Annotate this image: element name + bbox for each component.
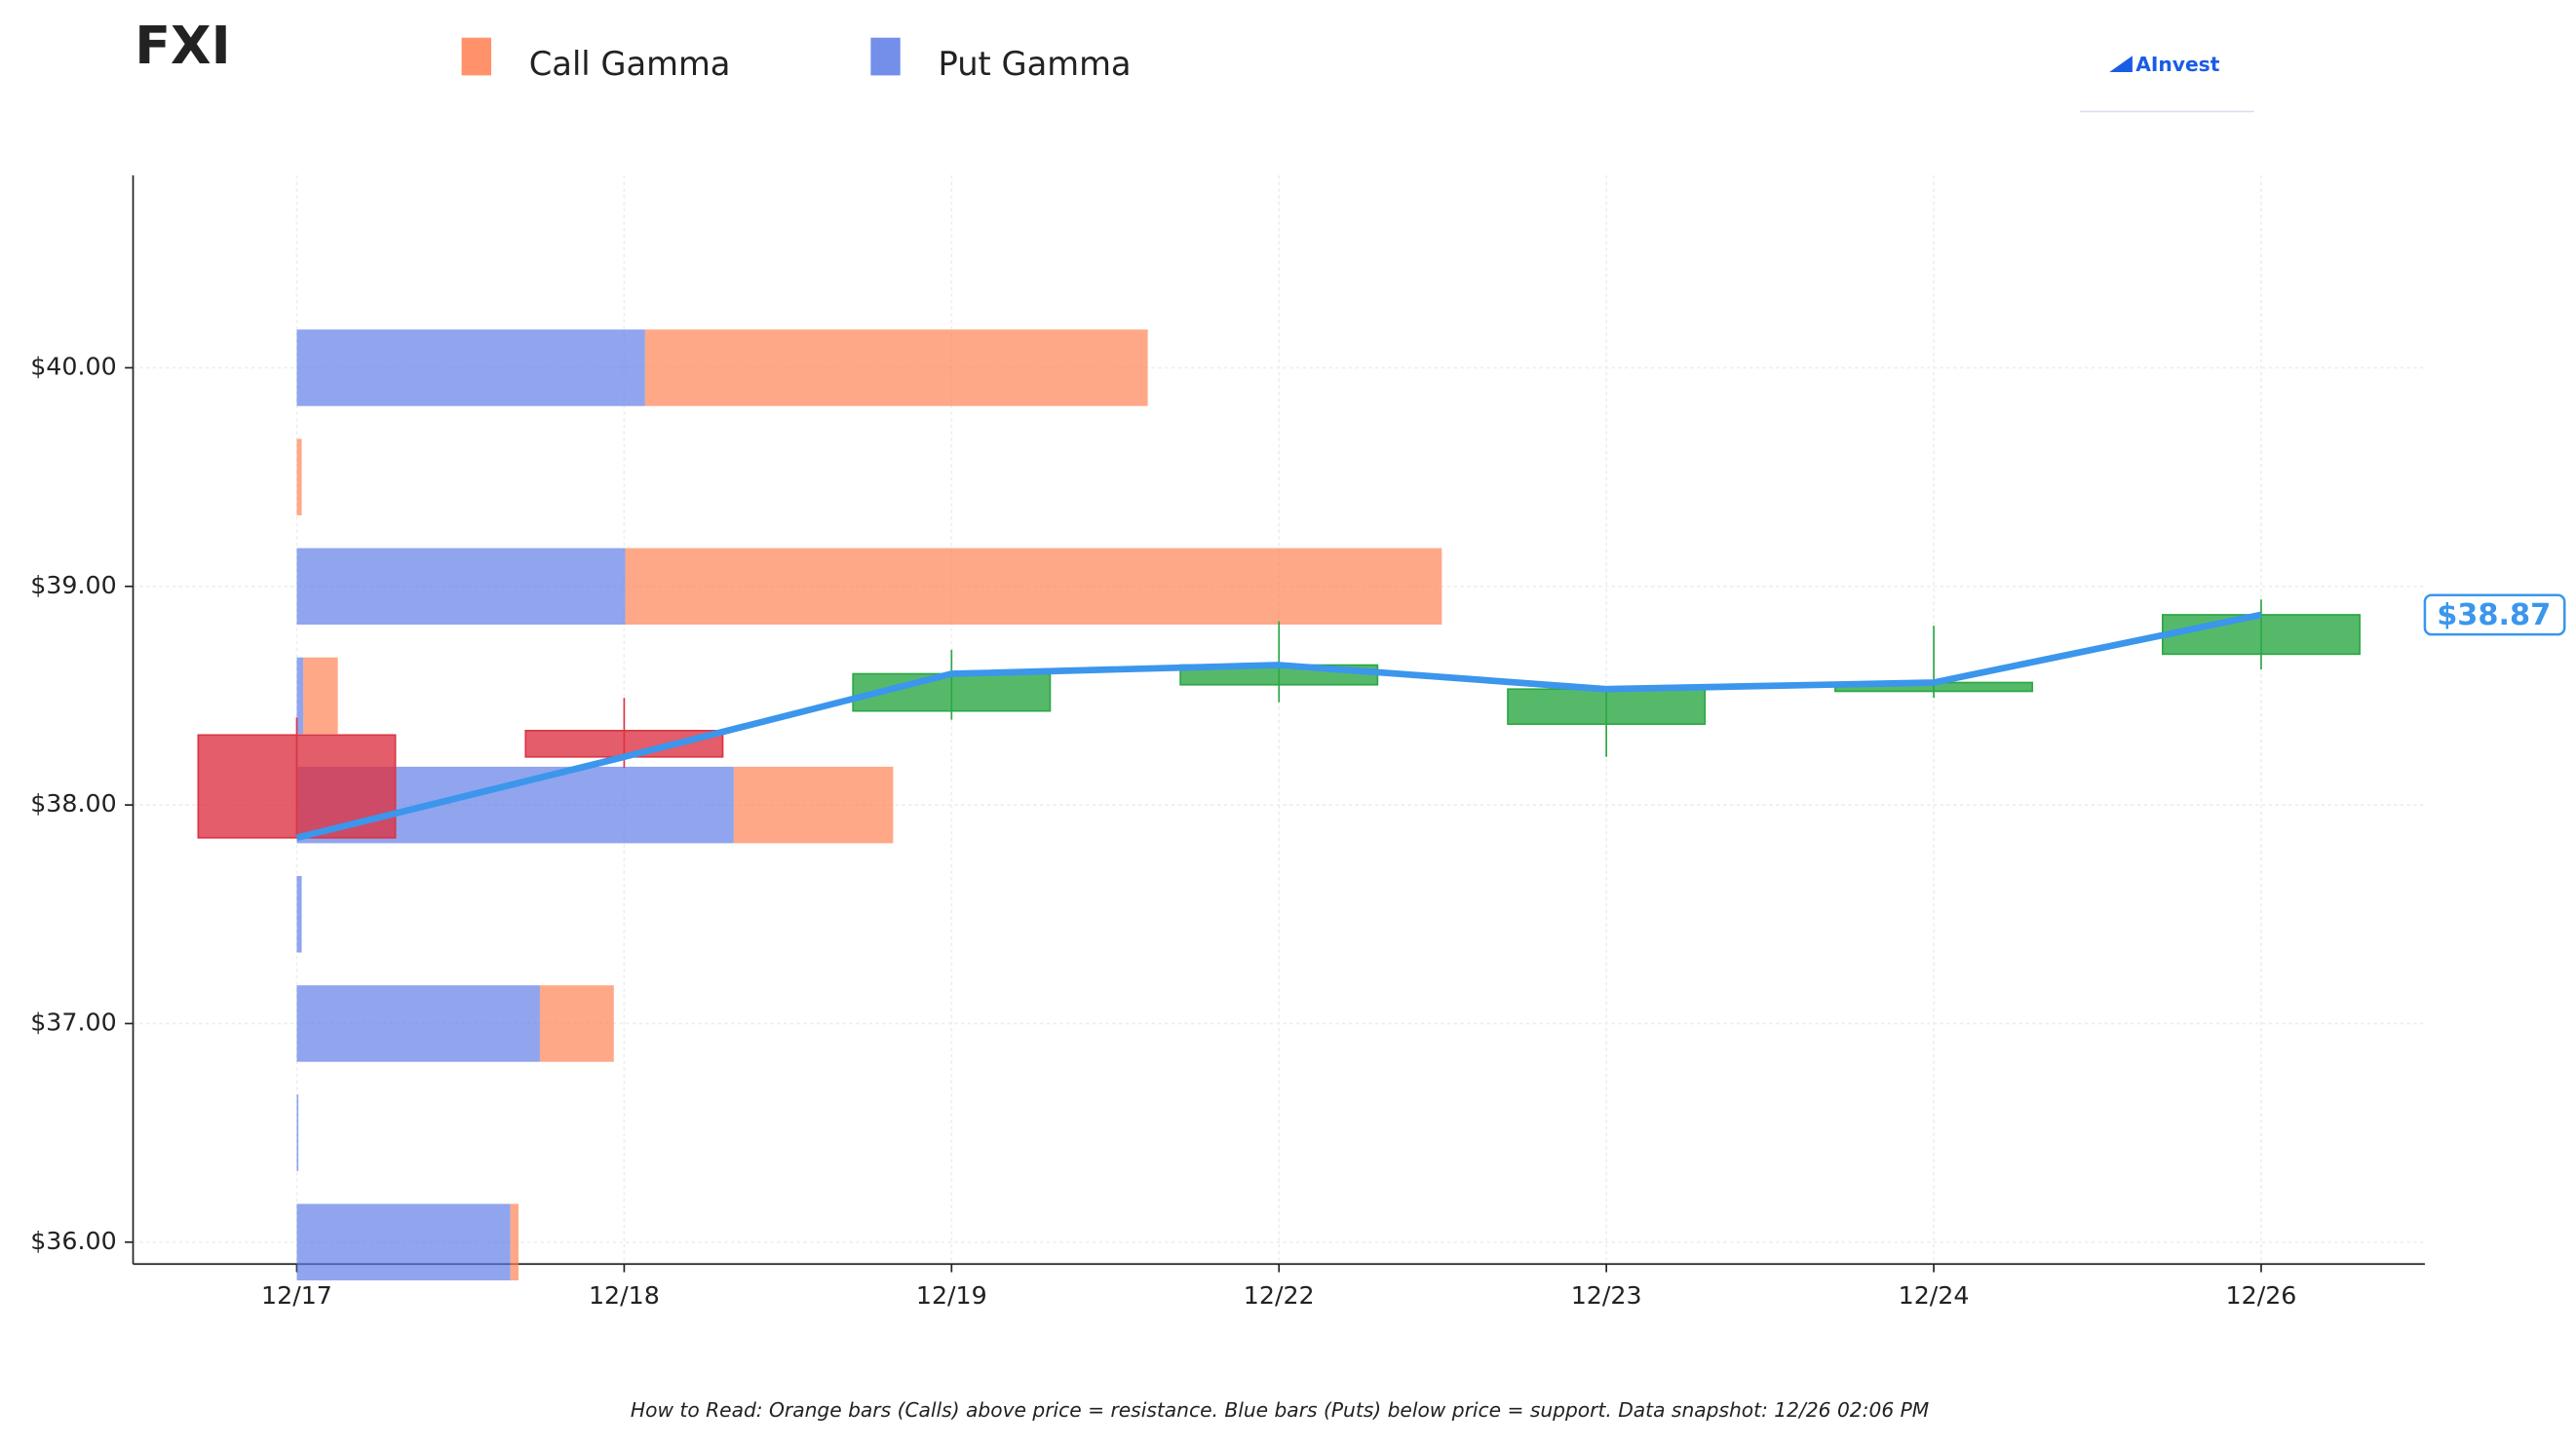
y-tick-label: $37.00 [30, 1008, 116, 1036]
y-tick-label: $40.00 [30, 352, 116, 380]
x-tick-label: 12/19 [916, 1281, 987, 1310]
gamma-bar [296, 657, 304, 735]
y-tick-label: $36.00 [30, 1227, 116, 1255]
legend-swatch [870, 37, 901, 76]
candle-body [524, 730, 724, 758]
gamma-bar [303, 657, 338, 735]
x-tick-label: 12/18 [589, 1281, 660, 1310]
legend-label: Call Gamma [529, 45, 731, 83]
gamma-bar [625, 548, 1442, 626]
x-tick-label: 12/17 [261, 1281, 332, 1310]
legend-label: Put Gamma [938, 45, 1131, 83]
candle-body [1507, 688, 1707, 725]
gamma-bar [296, 548, 626, 626]
gamma-bar [733, 766, 894, 844]
gamma-bar [510, 1203, 519, 1281]
gamma-bar [296, 1094, 299, 1171]
x-tick-label: 12/26 [2226, 1281, 2297, 1310]
logo-icon [2109, 56, 2133, 73]
legend-swatch [461, 37, 491, 76]
candle-body [2161, 614, 2361, 656]
x-tick-label: 12/22 [1244, 1281, 1315, 1310]
gamma-bar [296, 329, 645, 406]
y-tick-label: $39.00 [30, 571, 116, 599]
x-tick-label: 12/24 [1899, 1281, 1970, 1310]
gamma-bar [296, 985, 540, 1062]
price-label: $38.87 [2437, 598, 2551, 632]
note: How to Read: Orange bars (Calls) above p… [631, 1398, 1929, 1422]
close-line [295, 611, 2262, 842]
gamma-bar [644, 329, 1148, 406]
chart-title: FXI [135, 15, 230, 76]
x-tick-label: 12/23 [1571, 1281, 1642, 1310]
y-tick-label: $38.00 [30, 789, 116, 818]
gamma-bar [296, 438, 302, 515]
logo: AInvest [2135, 53, 2219, 76]
gamma-bar [296, 876, 302, 953]
gamma-bar [296, 1203, 511, 1281]
price-label-box [2423, 593, 2566, 636]
gamma-bar [539, 985, 614, 1062]
